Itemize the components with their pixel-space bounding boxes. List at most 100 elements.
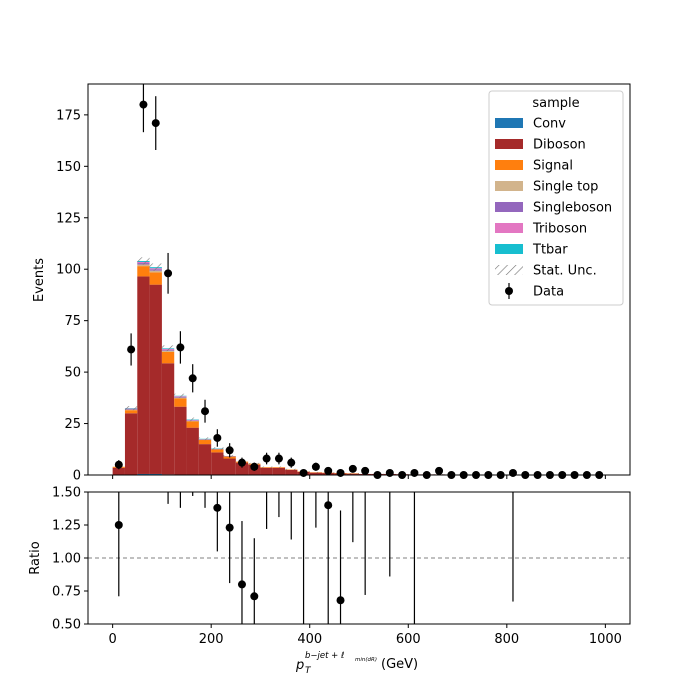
legend-swatch bbox=[495, 244, 523, 254]
legend-swatch bbox=[495, 160, 523, 170]
ratio-panel: 0.50 0.75 1.00 1.25 1.50 0 200 400 600 800 1000 bbox=[52, 486, 631, 647]
data-point bbox=[201, 407, 210, 416]
y-tick-label: 100 bbox=[56, 263, 81, 278]
legend-label: Stat. Unc. bbox=[533, 264, 597, 279]
y-tick-label: 150 bbox=[56, 160, 81, 175]
legend-entry: Signal bbox=[495, 159, 573, 174]
y-axis-label-events: Events bbox=[32, 258, 47, 302]
legend-entry: Ttbar bbox=[495, 243, 568, 258]
bar-segment bbox=[137, 473, 150, 475]
bar-segment bbox=[285, 469, 298, 475]
data-point bbox=[348, 464, 357, 473]
legend-swatch bbox=[495, 139, 523, 149]
bar-segment bbox=[149, 284, 162, 474]
ratio-point bbox=[225, 523, 234, 532]
data-point bbox=[336, 468, 345, 477]
bar-segment bbox=[223, 456, 236, 459]
stat-unc-box bbox=[198, 437, 212, 441]
ratio-point bbox=[324, 501, 333, 510]
legend-label: Ttbar bbox=[532, 243, 568, 258]
ratio-y-tick-label: 0.50 bbox=[52, 618, 81, 633]
legend-entry: Single top bbox=[495, 180, 598, 195]
data-point bbox=[385, 468, 394, 477]
legend-label: Single top bbox=[533, 180, 598, 195]
stat-unc-box bbox=[346, 472, 359, 474]
data-point bbox=[213, 433, 222, 442]
bar-segment bbox=[124, 413, 138, 475]
data-point bbox=[274, 454, 283, 463]
bar-segment bbox=[260, 467, 273, 475]
stat-unc-box bbox=[149, 263, 162, 271]
bar-segment bbox=[137, 266, 150, 277]
bar-segment bbox=[174, 398, 187, 407]
data-point bbox=[410, 468, 419, 477]
bar-segment bbox=[112, 467, 125, 475]
y-tick-label: 0 bbox=[73, 469, 81, 484]
legend-entry: Triboson bbox=[495, 222, 587, 237]
x-tick-label: 1000 bbox=[589, 632, 622, 647]
ratio-y-tick-label: 1.25 bbox=[52, 519, 81, 534]
legend: sample Conv Diboson Signal Single top Singleb… bbox=[488, 90, 624, 306]
data-point bbox=[188, 374, 197, 383]
stat-unc-box bbox=[211, 447, 224, 450]
legend-hatch-swatch bbox=[495, 265, 523, 275]
x-axis-label-sup-sub: min(dR) bbox=[355, 657, 377, 663]
legend-label: Singleboson bbox=[533, 201, 612, 216]
legend-entry: Diboson bbox=[495, 138, 586, 153]
stat-unc-box bbox=[260, 466, 273, 468]
ratio-frame bbox=[87, 491, 631, 625]
data-point bbox=[164, 269, 173, 278]
bar-segment bbox=[161, 351, 175, 364]
legend-label: Conv bbox=[533, 117, 566, 132]
data-point bbox=[435, 466, 444, 475]
bar-segment bbox=[198, 444, 212, 475]
bar-segment bbox=[137, 264, 150, 267]
ratio-y-tick-label: 1.50 bbox=[52, 486, 81, 501]
x-axis-label-sup: b−jet + ℓ bbox=[305, 651, 344, 661]
bar-segment bbox=[161, 350, 175, 352]
y-tick-label: 175 bbox=[56, 108, 81, 123]
bar-segment bbox=[149, 270, 162, 273]
data-point bbox=[508, 468, 517, 477]
stat-unc-box bbox=[309, 471, 323, 473]
bar-segment bbox=[186, 421, 199, 428]
data-point bbox=[262, 454, 271, 463]
bar-segment bbox=[137, 276, 150, 474]
ratio-point bbox=[336, 596, 345, 605]
stat-unc-box bbox=[174, 393, 187, 398]
stat-unc-box bbox=[161, 345, 175, 352]
ratio-point bbox=[114, 521, 123, 529]
data-point bbox=[151, 119, 160, 128]
bar-segment bbox=[186, 427, 199, 475]
x-axis-label-sub: T bbox=[305, 666, 312, 676]
x-tick-label: 400 bbox=[297, 632, 322, 647]
x-tick-label: 600 bbox=[396, 632, 421, 647]
legend-entry: Stat. Unc. bbox=[495, 264, 597, 279]
legend-swatch bbox=[495, 202, 523, 212]
x-axis-label-main: p bbox=[295, 658, 304, 673]
data-point bbox=[361, 466, 370, 475]
bar-segment bbox=[149, 473, 162, 475]
bar-segment bbox=[161, 363, 175, 475]
legend-data-marker bbox=[505, 287, 513, 295]
data-point bbox=[127, 345, 136, 354]
ratio-point bbox=[237, 580, 246, 589]
x-tick-label: 200 bbox=[199, 632, 224, 647]
data-point bbox=[225, 446, 234, 455]
bar-segment bbox=[124, 410, 138, 414]
y-tick-label: 25 bbox=[64, 417, 81, 432]
data-point bbox=[114, 460, 123, 469]
y-axis-label-ratio: Ratio bbox=[28, 541, 43, 574]
legend-entry: Singleboson bbox=[495, 201, 612, 216]
stat-unc-box bbox=[137, 257, 150, 265]
series-signal bbox=[112, 266, 359, 474]
data-point bbox=[176, 343, 185, 352]
bar-segment bbox=[211, 449, 224, 453]
y-tick-label: 50 bbox=[64, 366, 81, 381]
data-point bbox=[311, 462, 320, 471]
data-point bbox=[324, 466, 333, 475]
legend-entry: Data bbox=[505, 283, 564, 300]
ratio-y-tick-label: 0.75 bbox=[52, 585, 81, 600]
legend-swatch bbox=[495, 223, 523, 233]
y-tick-label: 75 bbox=[64, 314, 81, 329]
